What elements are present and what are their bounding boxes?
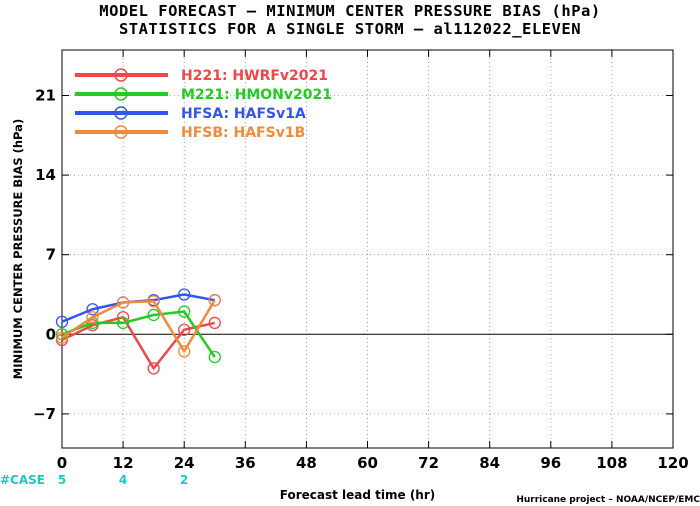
case-count: 2 [180, 473, 188, 487]
data-point-marker [178, 345, 191, 358]
y-tick-label: 21 [35, 86, 56, 104]
data-point-marker [178, 288, 191, 301]
x-tick-label: 108 [596, 454, 627, 472]
axes: 0 12 24 36 48 60 72 84 96 108 120 −7 0 7 14 21 [33, 49, 689, 472]
x-tick-label: 120 [657, 454, 688, 472]
legend-marker [114, 106, 128, 120]
legend-entry: M221: HMONv2021 [181, 87, 332, 103]
x-tick-label: 36 [235, 454, 256, 472]
x-tick-label: 60 [357, 454, 378, 472]
case-count: 5 [58, 473, 66, 487]
case-count: 4 [119, 473, 127, 487]
data-point-marker [55, 315, 69, 328]
chart-title: MODEL FORECAST – MINIMUM CENTER PRESSURE… [99, 2, 601, 20]
data-point-marker [86, 311, 99, 324]
credit-text: Hurricane project – NOAA/NCEP/EMC [516, 495, 700, 505]
data-point-marker [147, 295, 160, 308]
data-point-marker [208, 316, 221, 330]
grid-lines [62, 50, 673, 448]
x-tick-label: 96 [540, 454, 561, 472]
series-lines [55, 288, 221, 375]
legend: H221: HWRFv2021 M221: HMONv2021 HFSA: HAFS… [75, 68, 332, 141]
legend-entry: HFSA: HAFSv1A [181, 106, 306, 122]
y-tick-label: 14 [35, 166, 56, 184]
data-point-marker [86, 303, 99, 316]
plot-frame [61, 49, 674, 449]
data-point-marker [55, 331, 69, 344]
legend-entry: HFSB: HAFSv1B [181, 125, 305, 141]
y-axis-label: MINIMUM CENTER PRESSURE BIAS (hPa) [11, 119, 25, 379]
legend-entry: H221: HWRFv2021 [181, 68, 328, 84]
data-point-marker [147, 308, 160, 322]
case-label: #CASE [0, 473, 45, 487]
x-tick-label: 12 [113, 454, 134, 472]
x-tick-label: 48 [296, 454, 317, 472]
x-tick-label: 72 [418, 454, 439, 472]
data-point-marker [116, 296, 130, 309]
legend-marker [114, 87, 128, 101]
data-point-marker [178, 305, 191, 318]
data-point-marker [208, 294, 221, 307]
legend-marker [114, 68, 128, 82]
y-tick-label: 0 [46, 325, 56, 343]
data-point-marker [178, 323, 191, 336]
x-axis-label: Forecast lead time (hr) [280, 488, 436, 502]
x-tick-label: 84 [479, 454, 500, 472]
legend-marker [114, 125, 128, 139]
axis-labels: MINIMUM CENTER PRESSURE BIAS (hPa) Foreca… [0, 119, 700, 505]
data-point-marker [208, 350, 221, 364]
data-point-marker [116, 316, 130, 330]
chart-subtitle: STATISTICS FOR A SINGLE STORM – al112022… [118, 20, 582, 38]
y-tick-label: −7 [33, 405, 56, 423]
x-tick-label: 0 [57, 454, 67, 472]
data-point-marker [147, 362, 160, 375]
y-tick-label: 7 [46, 246, 56, 264]
x-tick-label: 24 [174, 454, 195, 472]
